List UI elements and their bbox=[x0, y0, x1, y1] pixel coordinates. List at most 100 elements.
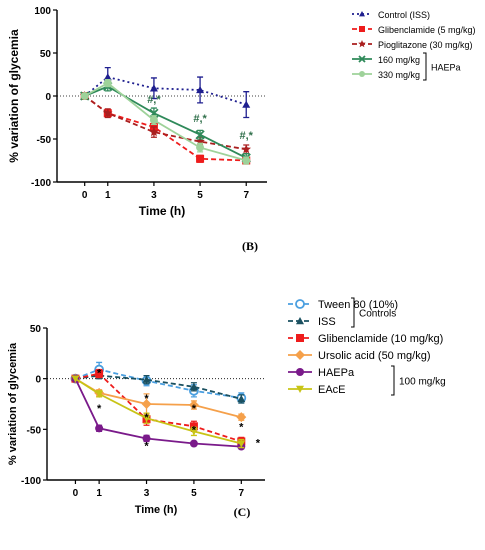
data-point bbox=[95, 424, 104, 433]
y-tick-label: -100 bbox=[21, 476, 41, 487]
legend-marker bbox=[359, 26, 365, 32]
x-tick-label: 5 bbox=[197, 190, 203, 201]
data-point bbox=[149, 116, 158, 125]
y-tick-label: 0 bbox=[35, 375, 41, 386]
legend-label: Glibenclamide (10 mg/kg) bbox=[318, 333, 443, 345]
data-point bbox=[242, 156, 251, 165]
legend-label: 160 mg/kg bbox=[378, 55, 420, 65]
data-point bbox=[95, 390, 104, 398]
y-tick-label: 100 bbox=[34, 6, 51, 17]
data-point bbox=[103, 108, 113, 118]
legend-marker bbox=[358, 55, 366, 63]
series-line bbox=[84, 95, 247, 151]
data-point bbox=[103, 73, 112, 81]
data-point bbox=[196, 154, 205, 163]
legend-marker bbox=[359, 11, 365, 17]
data-point bbox=[189, 422, 198, 431]
series-3 bbox=[80, 81, 251, 163]
legend-group-label: 100 mg/kg bbox=[399, 377, 446, 388]
significance-annotation: #,* bbox=[193, 113, 207, 125]
data-point bbox=[142, 375, 151, 383]
x-tick-label: 7 bbox=[239, 488, 245, 499]
y-axis-title: % variation of glycemia bbox=[7, 342, 19, 465]
data-point bbox=[196, 85, 205, 94]
legend-label: 330 mg/kg bbox=[378, 70, 420, 80]
y-tick-label: -100 bbox=[31, 178, 51, 189]
x-axis-title: Time (h) bbox=[135, 504, 178, 516]
data-point bbox=[103, 79, 112, 88]
significance-annotation: * bbox=[192, 424, 197, 436]
series-4 bbox=[80, 79, 251, 165]
data-point bbox=[149, 127, 159, 137]
legend-marker bbox=[296, 368, 304, 376]
x-tick-label: 3 bbox=[144, 488, 150, 499]
significance-annotation: * bbox=[97, 368, 102, 380]
legend-marker bbox=[359, 71, 365, 77]
significance-annotation: * bbox=[256, 438, 261, 450]
data-point bbox=[196, 143, 205, 152]
y-tick-label: -50 bbox=[27, 425, 42, 436]
data-point bbox=[188, 400, 199, 411]
legend-label: Tween 80 (10%) bbox=[318, 299, 398, 311]
data-point bbox=[95, 369, 104, 378]
significance-annotation: * bbox=[144, 393, 149, 405]
significance-annotation: #,* bbox=[239, 130, 253, 142]
y-tick-label: 50 bbox=[30, 324, 42, 335]
legend-marker bbox=[295, 299, 305, 309]
legend-marker bbox=[296, 334, 304, 342]
x-tick-label: 3 bbox=[151, 190, 157, 201]
series-5 bbox=[71, 375, 246, 449]
legend-label: EAcE bbox=[318, 384, 346, 396]
legend-marker bbox=[296, 385, 304, 393]
data-point bbox=[237, 394, 246, 403]
legend-marker bbox=[295, 350, 305, 360]
legend-group-label: HAEPa bbox=[431, 63, 461, 73]
legend: Tween 80 (10%) ISS Glibenclamide (10 mg/kg… bbox=[288, 297, 446, 396]
significance-annotation: * bbox=[144, 441, 149, 453]
legend-bracket bbox=[391, 365, 395, 396]
data-point bbox=[236, 412, 247, 423]
series-2 bbox=[79, 91, 251, 155]
x-tick-label: 1 bbox=[96, 488, 102, 499]
significance-annotation: * bbox=[192, 403, 197, 415]
y-tick-label: 50 bbox=[40, 49, 52, 60]
legend-label: Ursolic acid (50 mg/kg) bbox=[318, 350, 430, 362]
legend-label: Pioglitazone (30 mg/kg) bbox=[378, 40, 473, 50]
data-point bbox=[189, 382, 198, 390]
data-point bbox=[149, 84, 158, 92]
chart-panel-b: 100 50 0 -50 -100 0 1 3 5 7 Time (h) % variation of… bbox=[7, 6, 476, 218]
legend-marker bbox=[296, 317, 304, 325]
series-line bbox=[84, 82, 247, 162]
data-point bbox=[242, 100, 251, 108]
legend: Control (ISS) Glibenclamide (5 mg/kg) Piog… bbox=[352, 10, 476, 81]
data-point bbox=[80, 92, 89, 100]
y-tick-label: 0 bbox=[45, 92, 51, 103]
significance-annotation: #,* bbox=[147, 94, 161, 106]
significance-annotation: * bbox=[239, 421, 244, 433]
y-axis-title: % variation of glycemia bbox=[7, 29, 21, 163]
data-point bbox=[189, 439, 198, 448]
legend-label: ISS bbox=[318, 316, 336, 328]
legend-label: Control (ISS) bbox=[378, 10, 430, 20]
legend-bracket bbox=[351, 297, 355, 328]
x-tick-label: 0 bbox=[82, 190, 88, 201]
legend-label: HAEPa bbox=[318, 367, 355, 379]
series-line bbox=[84, 95, 247, 162]
data-point bbox=[195, 130, 205, 140]
x-tick-label: 5 bbox=[191, 488, 197, 499]
x-tick-label: 1 bbox=[105, 190, 111, 201]
significance-annotation: * bbox=[97, 403, 102, 415]
panel-label-b: (B) bbox=[242, 239, 258, 253]
data-point bbox=[189, 428, 198, 436]
legend-label: Glibenclamide (5 mg/kg) bbox=[378, 25, 476, 35]
data-point bbox=[241, 144, 251, 154]
x-tick-label: 0 bbox=[73, 488, 79, 499]
data-point bbox=[141, 399, 152, 409]
significance-annotation: * bbox=[144, 412, 149, 424]
legend-marker bbox=[358, 40, 366, 48]
y-tick-label: -50 bbox=[37, 135, 52, 146]
x-axis-title: Time (h) bbox=[139, 204, 185, 218]
chart-panel-c: 50 0 -50 -100 0 1 3 5 7 Time (h) % variation of gl… bbox=[7, 297, 446, 516]
legend-bracket bbox=[423, 52, 427, 81]
